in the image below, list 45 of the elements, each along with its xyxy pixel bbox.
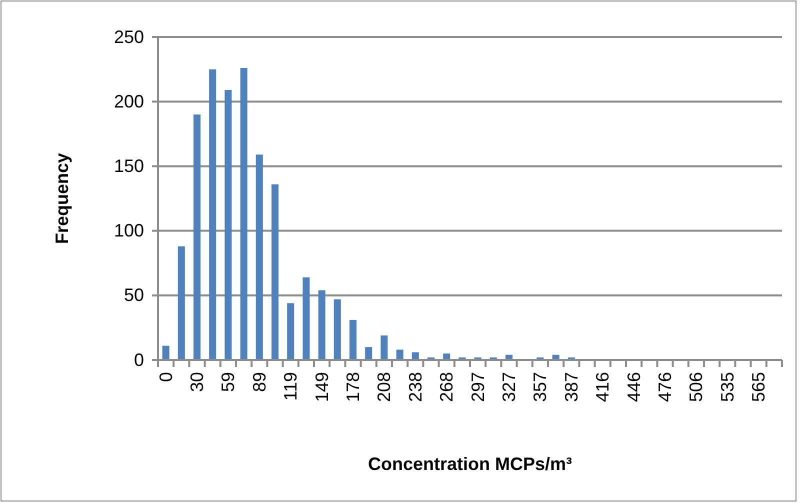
bar: [380, 335, 388, 360]
y-tick-label: 0: [134, 350, 144, 370]
x-tick-label: 119: [280, 372, 301, 401]
y-tick-label: 150: [114, 156, 144, 176]
y-tick-label: 250: [114, 26, 144, 47]
x-tick-label: 357: [530, 372, 550, 402]
x-tick-label: 59: [218, 372, 238, 392]
x-tick-label: 208: [374, 372, 394, 402]
bar: [271, 184, 279, 360]
x-tick-label: 535: [717, 372, 738, 402]
x-tick-label: 178: [343, 372, 363, 402]
y-tick-label: 50: [124, 285, 144, 306]
bar: [365, 347, 372, 360]
x-tick-label: 30: [187, 372, 207, 392]
bar: [349, 320, 357, 360]
x-tick-label: 268: [436, 372, 457, 402]
x-tick-label: 238: [405, 372, 426, 402]
y-axis-title: Frequency: [52, 152, 72, 244]
bar: [224, 90, 232, 360]
bar: [240, 68, 248, 360]
x-tick-label: 387: [561, 372, 582, 402]
y-tick-label: 100: [114, 220, 144, 241]
bar: [162, 346, 170, 360]
bar: [287, 303, 294, 360]
bar: [209, 69, 216, 360]
y-tick-label: 200: [114, 91, 144, 112]
x-tick-label: 327: [499, 372, 519, 402]
bar: [412, 352, 419, 360]
bar: [193, 114, 201, 360]
bar: [334, 299, 341, 360]
x-tick-label: 89: [249, 372, 270, 392]
x-tick-label: 149: [312, 372, 332, 402]
x-tick-label: 476: [655, 372, 675, 402]
x-tick-label: 565: [748, 372, 769, 402]
x-tick-label: 446: [624, 372, 644, 402]
x-tick-label: 506: [686, 372, 706, 402]
bar: [302, 277, 310, 360]
bar: [256, 154, 263, 360]
x-tick-label: 297: [468, 372, 488, 402]
bar: [178, 246, 185, 360]
bar: [396, 350, 404, 360]
x-tick-label: 0: [156, 372, 176, 382]
x-axis-title: Concentration MCPs/m³: [368, 454, 572, 474]
bar: [318, 290, 326, 360]
x-tick-label: 416: [592, 372, 613, 402]
